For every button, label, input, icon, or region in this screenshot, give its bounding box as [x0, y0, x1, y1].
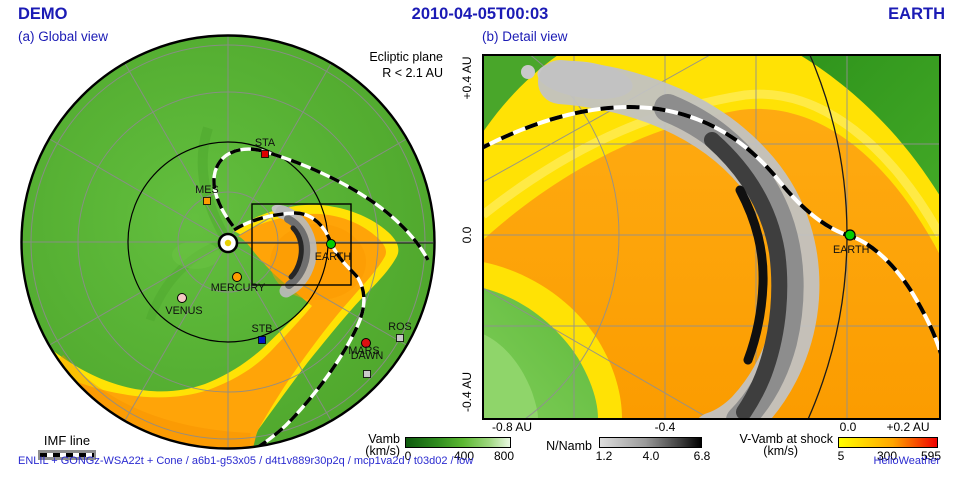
nnamb-colorbar: [599, 437, 702, 448]
ros-marker: [396, 334, 404, 342]
vvamb-tick-300: 300: [876, 449, 898, 463]
mars-label: MARS: [348, 345, 379, 357]
panel-b-title: (b) Detail view: [482, 29, 568, 44]
mes-marker: [203, 197, 211, 205]
timestamp-label: 2010-04-05T00:03: [411, 5, 549, 23]
detail-view-box: [251, 203, 352, 286]
stb-marker: [258, 336, 266, 344]
imf-dash-sample: [40, 453, 94, 457]
ytick-bottom: -0.4 AU: [460, 372, 474, 412]
vamb-label: Vamb: [368, 432, 400, 446]
sta-label: STA: [255, 137, 276, 149]
vvamb-tick-595: 595: [920, 449, 942, 463]
earth-marker-detail: [844, 229, 856, 241]
disk-rim: [20, 34, 436, 450]
vamb-tick-800: 800: [493, 449, 515, 463]
stb-label: STB: [252, 323, 273, 335]
run-id-label: DEMO: [18, 5, 68, 23]
venus-marker: [177, 293, 187, 303]
vamb-tick-400: 400: [453, 449, 475, 463]
xtick-00: 0.0: [839, 420, 857, 434]
xtick-p02: +0.2 AU: [886, 420, 930, 434]
detail-grid: [483, 55, 940, 419]
mars-marker: [361, 338, 371, 348]
ytick-top: +0.4 AU: [460, 56, 474, 99]
vvamb-label: V-Vamb at shock: [739, 432, 833, 446]
xtick-m08: -0.8 AU: [491, 420, 533, 434]
detail-green-topleft: [483, 55, 558, 132]
body-markers: [177, 150, 404, 378]
detail-frame: [482, 54, 941, 420]
nnamb-tick-40: 4.0: [642, 449, 660, 463]
imf-line-earth: [233, 211, 366, 448]
target-body-label: EARTH: [888, 5, 945, 23]
imf-legend-label: IMF line: [43, 433, 91, 448]
vamb-colorbar: [405, 437, 511, 448]
vvamb-colorbar: [838, 437, 938, 448]
panel-a-title: (a) Global view: [18, 29, 109, 44]
dawn-marker: [363, 370, 371, 378]
mes-label: MES: [195, 184, 218, 196]
nnamb-tick-12: 1.2: [595, 449, 613, 463]
vamb-tick-0: 0: [404, 449, 412, 463]
vvamb-unit: (km/s): [763, 444, 798, 458]
ecliptic-plane-note: Ecliptic plane: [369, 50, 443, 64]
imf-line-sta: [212, 147, 430, 261]
ros-label: ROS: [388, 321, 411, 333]
dawn-label: DAWN: [351, 350, 384, 362]
xtick-m04: -0.4: [654, 420, 676, 434]
sta-marker: [261, 150, 269, 158]
earth-label-global: EARTH: [315, 251, 351, 263]
earth-label-detail: EARTH: [833, 244, 869, 256]
radius-note: R < 2.1 AU: [382, 66, 443, 80]
venus-label: VENUS: [165, 305, 202, 317]
model-chain-label: ENLIL + GONGz-WSA22t + Cone / a6b1-g53x0…: [18, 455, 474, 467]
earth-marker-global: [326, 239, 336, 249]
sun-marker: [217, 232, 239, 254]
global-view-plot: STA MES MERCURY VENUS STB ROS MARS DAWN …: [20, 34, 443, 450]
vamb-unit: (km/s): [365, 444, 400, 458]
vvamb-tick-5: 5: [837, 449, 845, 463]
nnamb-label: N/Namb: [546, 439, 592, 453]
imf-line-detail: [483, 105, 940, 355]
imf-legend-swatch: [38, 450, 96, 460]
mercury-label: MERCURY: [211, 282, 265, 294]
ytick-mid: 0.0: [460, 226, 474, 243]
nnamb-tick-68: 6.8: [693, 449, 711, 463]
credit-label: HelioWeather: [873, 455, 940, 467]
detail-green-topright: [800, 55, 940, 196]
mercury-marker: [232, 272, 242, 282]
